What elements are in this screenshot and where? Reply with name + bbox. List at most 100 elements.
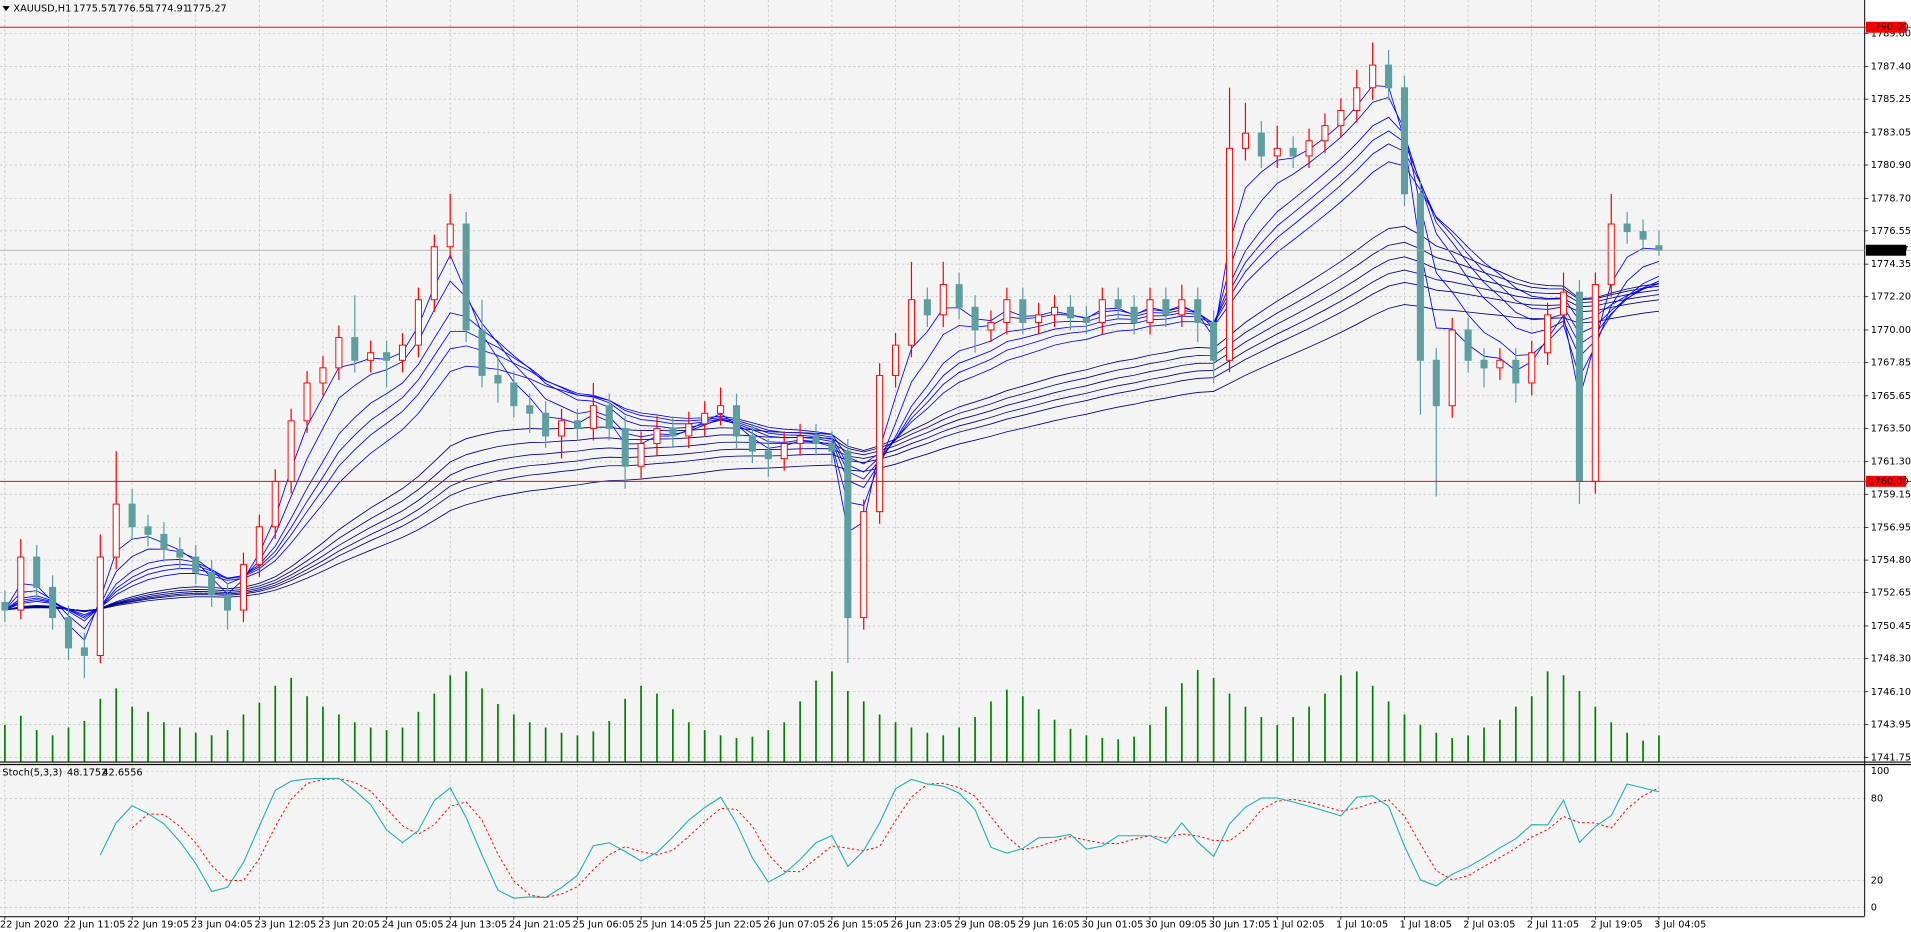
volume-bar (1530, 696, 1533, 762)
volume-bar (1260, 717, 1263, 762)
candle-body (1210, 321, 1218, 361)
candle-body (987, 321, 995, 331)
candle-body (748, 435, 756, 452)
volume-bar (592, 731, 595, 762)
candle-body (176, 549, 184, 558)
volume-bar (831, 671, 833, 762)
volume-bar (1499, 719, 1501, 762)
candle-body (1114, 299, 1122, 308)
volume-bar (512, 714, 515, 762)
y-tick-label: 0 (1871, 903, 1877, 914)
candle-body (526, 405, 534, 414)
volume-bar (1085, 735, 1088, 762)
volume-bar (1610, 722, 1613, 762)
candle-body (1003, 299, 1011, 323)
volume-bar (274, 685, 277, 762)
candle-body (558, 420, 566, 437)
volume-bar (926, 732, 929, 762)
candle-body (685, 423, 693, 437)
candle-body (621, 427, 629, 467)
candle-body (1226, 147, 1234, 361)
volume-bar (1196, 670, 1199, 762)
x-tick-label: 26 Jun 15:05 (827, 920, 889, 931)
y-tick-label: 1761.30 (1871, 457, 1911, 468)
volume-bar (1324, 693, 1326, 762)
candle-body (367, 352, 375, 361)
y-tick-label: 1752.65 (1871, 588, 1911, 599)
candle-body (1623, 223, 1631, 233)
candle-body (1051, 306, 1059, 316)
candle-body (1162, 299, 1170, 316)
candle-body (939, 284, 947, 316)
candle-body (1178, 299, 1186, 316)
y-tick-label: 1774.35 (1871, 259, 1911, 270)
volume-bar (1228, 693, 1231, 762)
level-label: 1760.00 (1868, 476, 1908, 487)
y-tick-label: 1772.20 (1871, 292, 1911, 303)
volume-bar (560, 732, 563, 762)
candle-body (128, 503, 136, 528)
volume-bar (147, 711, 149, 762)
y-tick-label: 1746.10 (1871, 687, 1911, 698)
volume-bar (1053, 719, 1056, 762)
volume-bar (1180, 683, 1183, 762)
candle-body (732, 405, 741, 437)
candle-body (812, 435, 820, 445)
volume-bar (1467, 735, 1469, 762)
volume-bar (1371, 685, 1374, 762)
price-axis (1864, 0, 1911, 932)
volume-bar (322, 706, 324, 762)
x-tick-label: 29 Jun 16:05 (1018, 920, 1080, 931)
candle-body (239, 564, 247, 611)
x-tick-label: 30 Jun 17:05 (1209, 920, 1271, 931)
candle-body (494, 374, 502, 384)
volume-bar (958, 727, 961, 762)
volume-bar (194, 732, 197, 762)
x-tick-label: 23 Jun 12:05 (254, 920, 316, 931)
candle-body (653, 427, 661, 445)
moving-average (4, 304, 1660, 612)
candle-body (589, 405, 597, 429)
candle-body (1655, 245, 1663, 251)
volume-bar (1292, 717, 1295, 762)
x-tick-label: 22 Jun 19:05 (127, 920, 189, 931)
x-tick-label: 2 Jul 11:05 (1527, 920, 1579, 931)
level-tag (1865, 21, 1907, 33)
candle-body (1512, 359, 1520, 384)
candle-body (1146, 299, 1154, 323)
candle-body (1353, 87, 1361, 111)
candle-body (351, 337, 359, 361)
volume-bar (974, 717, 976, 762)
bid-label: 1775.27 (1868, 245, 1908, 256)
x-tick-label: 26 Jun 23:05 (891, 920, 953, 931)
x-tick-label: 30 Jun 01:05 (1082, 920, 1144, 931)
volume-bar (1483, 727, 1485, 762)
candle-body (335, 337, 343, 369)
candle-body (33, 556, 41, 588)
candle-body (271, 480, 279, 528)
x-tick-label: 1 Jul 10:05 (1336, 920, 1388, 931)
volume-bar (703, 730, 706, 762)
y-tick-label: 80 (1871, 793, 1883, 804)
plot (0, 0, 1865, 917)
y-tick-label: 20 (1871, 875, 1883, 886)
candle-body (1464, 329, 1472, 361)
x-tick-label: 1 Jul 18:05 (1400, 920, 1452, 931)
volume-bar (1340, 675, 1342, 762)
candle-body (1321, 125, 1329, 142)
volume-bar (1276, 724, 1279, 762)
y-tick-label: 1754.80 (1871, 555, 1911, 566)
volume-bar (910, 727, 913, 762)
volume-bar (1244, 706, 1247, 762)
candle-body (414, 299, 422, 346)
volume-bar (131, 706, 133, 762)
candle-body (446, 223, 454, 248)
volume-bar (35, 730, 38, 762)
candle-body (64, 617, 73, 649)
header-close: 1775.27 (186, 4, 226, 15)
volume-bar (481, 688, 483, 762)
volume-bar (1594, 706, 1597, 762)
header-high: 1776.55 (111, 4, 151, 15)
candle-body (1385, 64, 1393, 89)
